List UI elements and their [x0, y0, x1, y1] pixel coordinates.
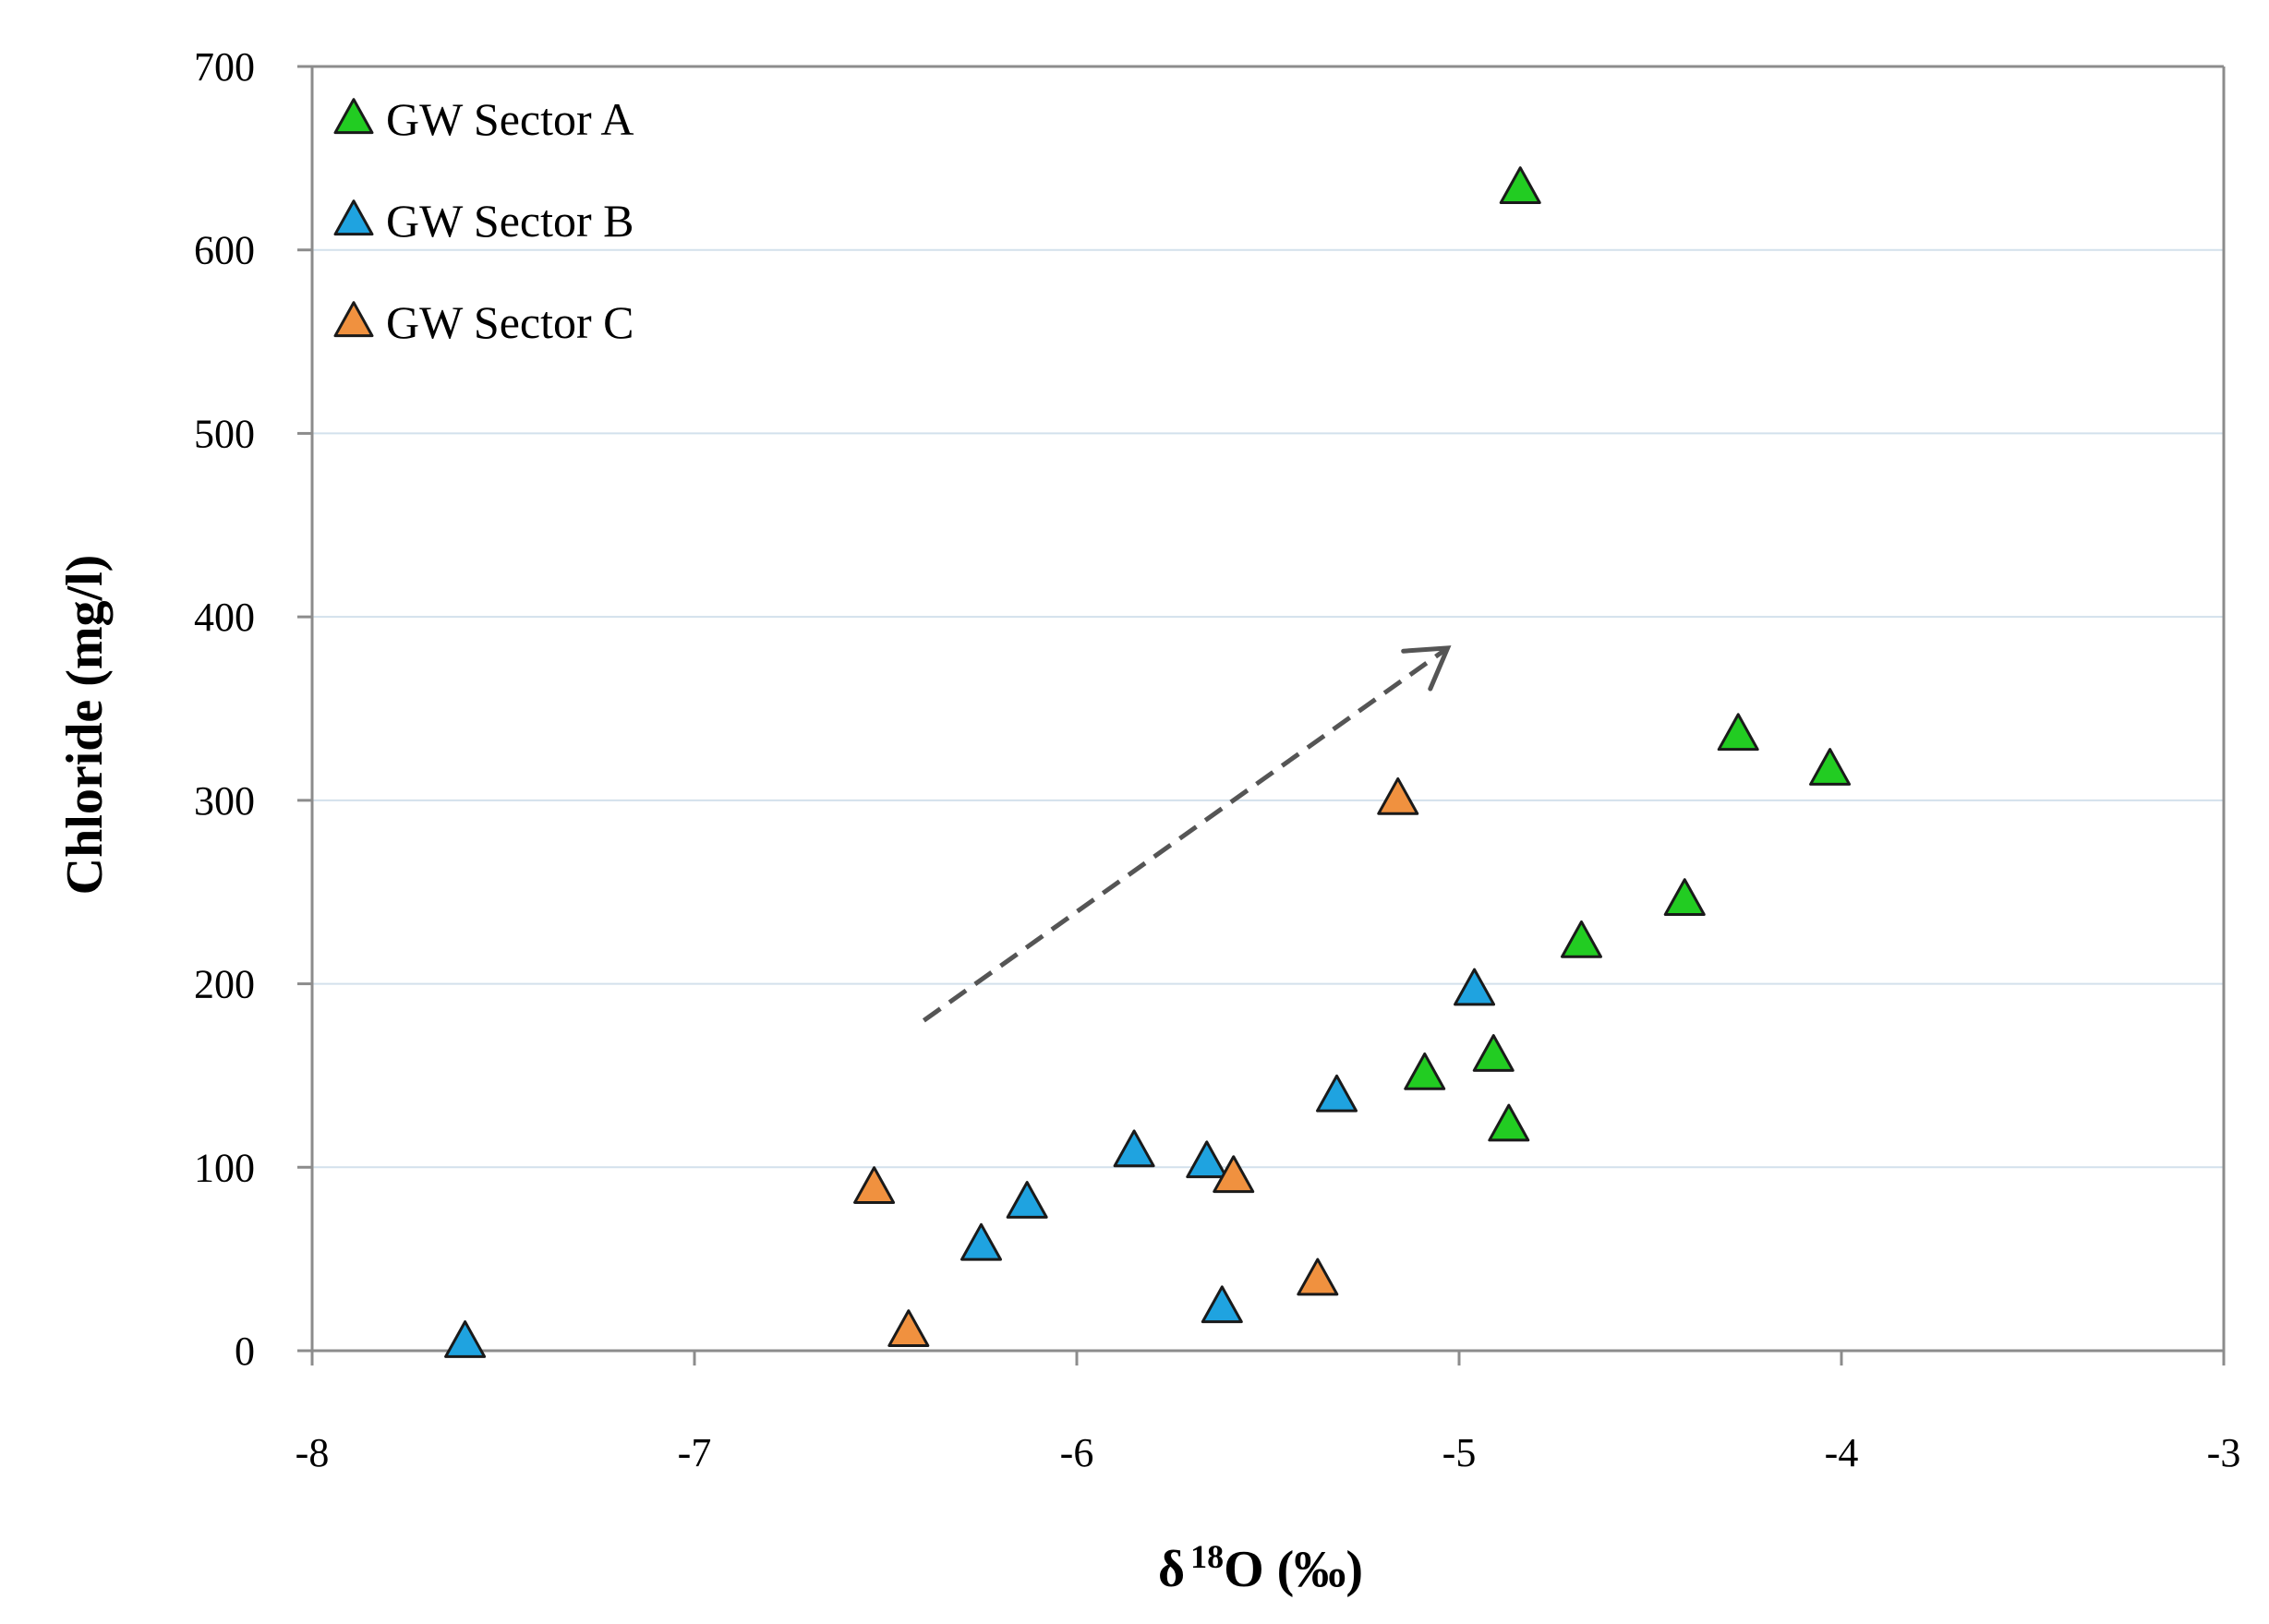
axes: [297, 65, 2226, 1365]
data-point-series1-0: [444, 1320, 487, 1358]
legend-label-2: GW Sector C: [386, 296, 634, 348]
x-axis-title-suffix: O (‰): [1224, 1541, 1363, 1598]
data-point-series0-5: [1472, 1034, 1515, 1072]
data-point-series0-2: [1809, 748, 1852, 786]
legend-marker-2: [333, 301, 374, 338]
x-axis-title: δ 18O (‰): [1158, 1538, 1363, 1598]
data-point-series0-1: [1717, 713, 1759, 752]
x-tick-label: -5: [1442, 1430, 1477, 1475]
y-tick-label: 100: [194, 1145, 255, 1190]
data-point-series1-2: [1006, 1181, 1048, 1219]
x-tick-label: -3: [2207, 1430, 2241, 1475]
data-point-series1-7: [1454, 968, 1496, 1006]
data-point-series1-6: [1316, 1074, 1358, 1113]
legend-label-0: GW Sector A: [386, 93, 634, 145]
x-axis-title-prefix: δ: [1158, 1541, 1185, 1598]
data-point-series0-3: [1663, 878, 1706, 917]
data-point-series1-1: [960, 1222, 1002, 1261]
data-points: [444, 166, 1852, 1358]
legend-marker-1: [333, 199, 374, 236]
trend-arrow-head: [1401, 645, 1452, 692]
y-axis-title: Chloride (mg/l): [56, 555, 114, 896]
data-point-series2-2: [1213, 1155, 1255, 1194]
data-point-series0-6: [1404, 1052, 1446, 1090]
trend-arrow-line: [922, 645, 1450, 1023]
legend-marker-0: [333, 98, 374, 135]
x-axis-title-superscript: 18: [1190, 1538, 1224, 1575]
y-tick-label: 500: [194, 411, 255, 456]
y-tick-label: 200: [194, 962, 255, 1007]
data-point-series0-7: [1488, 1103, 1530, 1142]
y-tick-label: 300: [194, 778, 255, 824]
x-tick-label: -6: [1060, 1430, 1094, 1475]
data-point-series2-0: [853, 1166, 896, 1204]
y-tick-label: 0: [235, 1329, 255, 1374]
data-point-series2-1: [887, 1309, 930, 1347]
data-point-series1-3: [1113, 1129, 1155, 1168]
y-tick-labels: 0 100 200 300 400 500 600 700: [194, 44, 255, 1374]
legend: GW Sector A GW Sector B GW Sector C: [333, 93, 634, 348]
x-tick-label: -7: [678, 1430, 712, 1475]
y-tick-label: 700: [194, 44, 255, 90]
data-point-series1-5: [1201, 1285, 1243, 1324]
data-point-series2-4: [1377, 776, 1419, 815]
data-point-series1-4: [1186, 1140, 1228, 1179]
legend-label-1: GW Sector B: [386, 195, 634, 247]
data-point-series0-4: [1560, 920, 1602, 958]
x-tick-label: -4: [1825, 1430, 1859, 1475]
x-tick-labels: -8 -7 -6 -5 -4 -3: [296, 1430, 2241, 1475]
data-point-series0-0: [1499, 166, 1541, 205]
y-tick-label: 400: [194, 595, 255, 640]
y-tick-label: 600: [194, 228, 255, 273]
annotation-layer: [922, 645, 1452, 1023]
x-tick-label: -8: [296, 1430, 330, 1475]
data-point-series2-3: [1297, 1257, 1339, 1296]
